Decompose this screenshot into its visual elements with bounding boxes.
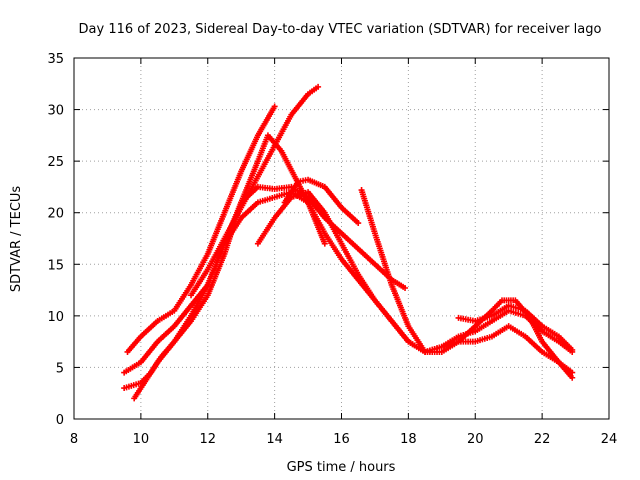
plot-frame bbox=[73, 57, 610, 420]
series-track-7 bbox=[281, 176, 362, 227]
series-track-5 bbox=[131, 132, 328, 402]
y-tick-label: 20 bbox=[47, 207, 64, 222]
x-tick-label: 14 bbox=[266, 432, 283, 447]
data-layer bbox=[121, 83, 576, 402]
x-axis-label: GPS time / hours bbox=[287, 460, 396, 475]
data-point bbox=[271, 103, 278, 110]
y-tick-label: 35 bbox=[47, 52, 64, 67]
y-tick-label: 30 bbox=[47, 104, 64, 119]
x-tick-label: 18 bbox=[400, 432, 417, 447]
y-tick-label: 10 bbox=[47, 310, 64, 325]
series-track-9 bbox=[455, 302, 576, 353]
x-tick-label: 8 bbox=[70, 432, 78, 447]
series-track-1 bbox=[124, 103, 278, 355]
data-point bbox=[569, 346, 576, 353]
y-tick-label: 15 bbox=[47, 258, 64, 273]
series-track-6 bbox=[254, 189, 576, 355]
data-point bbox=[315, 83, 322, 90]
tick-layer: 8 10 12 14 16 18 20 22 24 0 5 10 15 20 25 30 35 bbox=[47, 52, 617, 447]
x-tick-label: 22 bbox=[534, 432, 551, 447]
data-point bbox=[321, 240, 328, 247]
chart-title: Day 116 of 2023, Sidereal Day-to-day VTE… bbox=[79, 22, 602, 37]
y-tick-label: 5 bbox=[56, 361, 64, 376]
grid-layer bbox=[74, 58, 609, 419]
x-tick-label: 24 bbox=[601, 432, 618, 447]
data-point bbox=[402, 285, 409, 292]
series-track-8 bbox=[358, 187, 576, 381]
y-tick-label: 0 bbox=[56, 413, 64, 428]
data-point bbox=[569, 374, 576, 381]
x-tick-label: 10 bbox=[133, 432, 150, 447]
data-point bbox=[355, 220, 362, 227]
x-tick-label: 12 bbox=[199, 432, 216, 447]
y-tick-label: 25 bbox=[47, 155, 64, 170]
x-tick-label: 16 bbox=[333, 432, 350, 447]
y-axis-label: SDTVAR / TECUs bbox=[9, 186, 24, 293]
x-tick-label: 20 bbox=[467, 432, 484, 447]
